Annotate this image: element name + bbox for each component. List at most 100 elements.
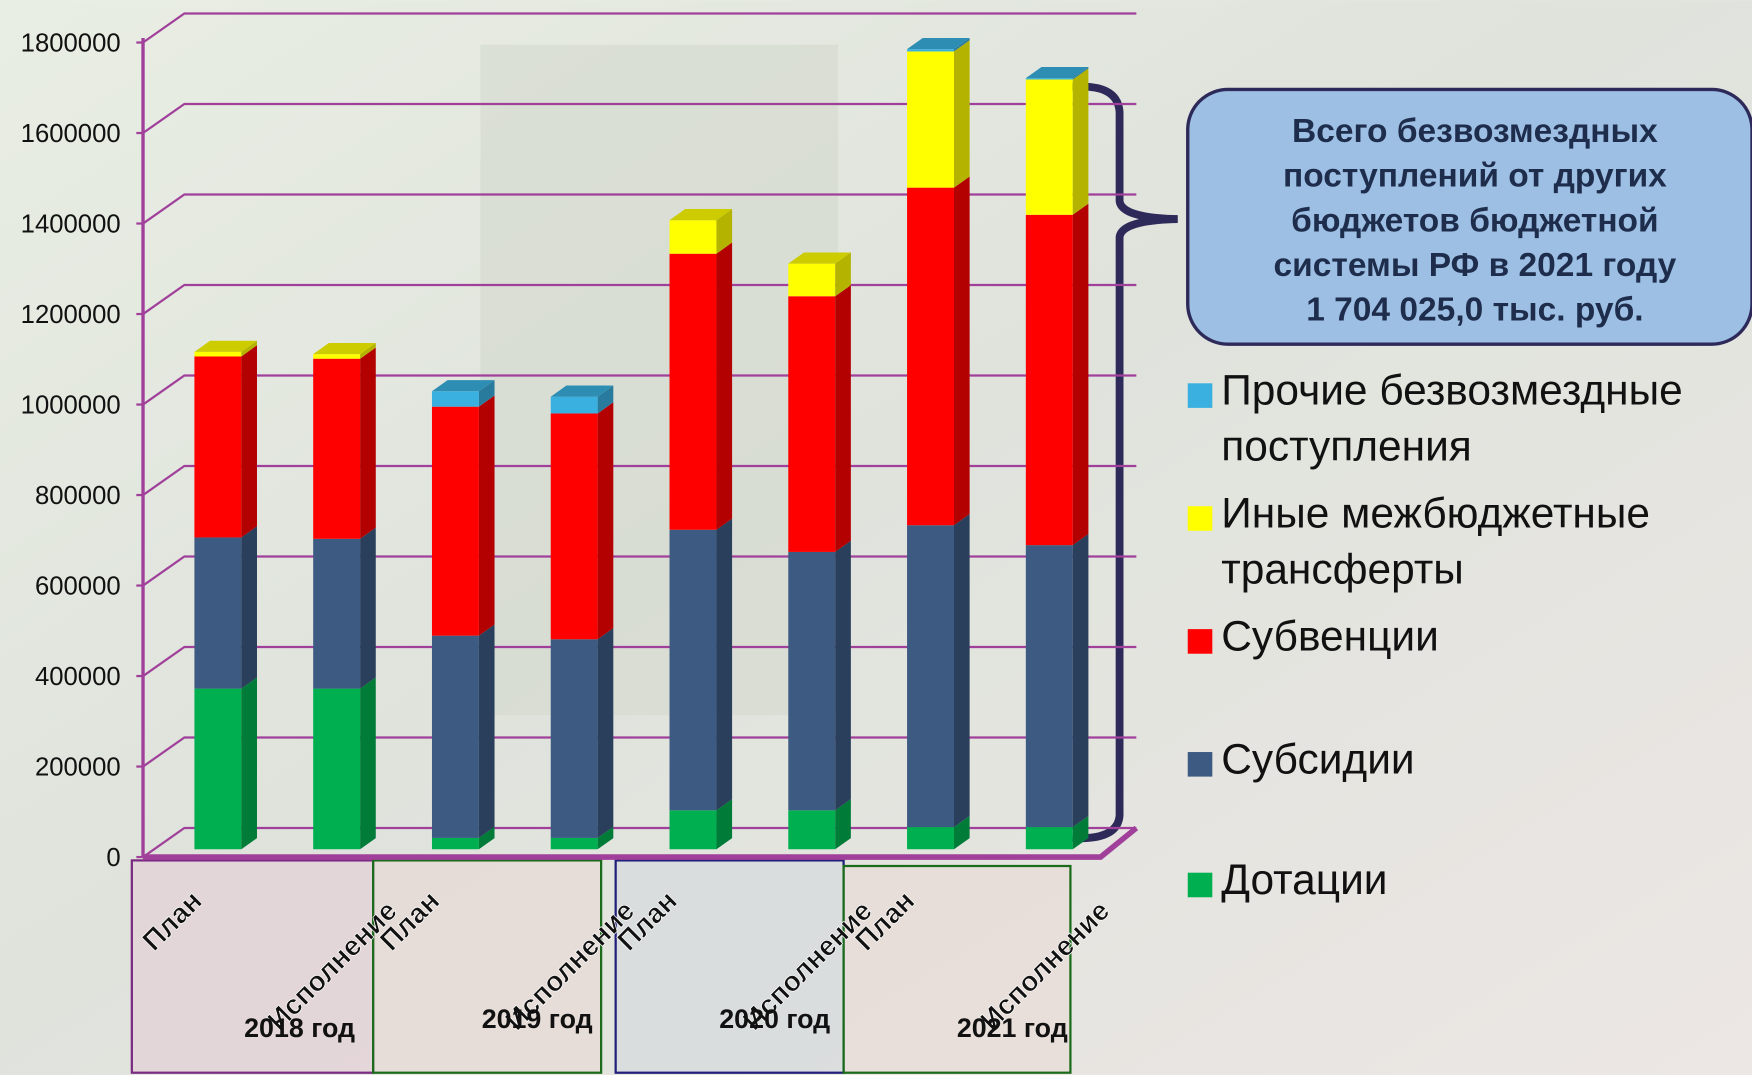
bar-front [907, 188, 954, 526]
bar-front [551, 413, 598, 639]
bar-side [835, 285, 851, 552]
y-tick-label: 1200000 [21, 301, 121, 329]
bar-front [194, 537, 241, 688]
bar-segment [788, 285, 851, 552]
callout-line: системы РФ в 2021 году [1196, 244, 1752, 289]
background-building [480, 45, 838, 715]
bar-side [1073, 204, 1089, 546]
callout-line: бюджетов бюджетной [1196, 199, 1752, 244]
bar-front [551, 838, 598, 849]
legend-label: Субсидии [1221, 732, 1752, 788]
bar-front [907, 49, 954, 51]
legend-swatch [1188, 383, 1213, 408]
legend-swatch [1188, 752, 1213, 777]
legend-item: Прочие безвозмездные поступления [1221, 363, 1752, 486]
bar-front [670, 254, 717, 530]
bar-segment [313, 348, 376, 539]
bar-segment [907, 514, 970, 827]
y-tick-label: 1000000 [21, 391, 121, 419]
group-label: 2018 год [244, 1013, 355, 1043]
bar-front [907, 51, 954, 187]
bar-side [954, 514, 970, 827]
bar-front [313, 689, 360, 850]
bar-segment [313, 528, 376, 689]
bar-segment [194, 526, 257, 688]
bar-side [954, 40, 970, 187]
bar-front [670, 810, 717, 849]
bar-front [194, 689, 241, 850]
callout-line: 1 704 025,0 тыс. руб. [1196, 288, 1752, 333]
bar-segment [1026, 534, 1089, 827]
legend-item: Субвенции [1221, 609, 1752, 732]
bar-front [551, 639, 598, 838]
legend-swatch [1188, 873, 1213, 898]
bar-front [1026, 827, 1073, 849]
bar-segment [194, 677, 257, 849]
legend-swatch [1188, 506, 1213, 531]
y-tick-label: 1400000 [21, 210, 121, 238]
callout-line: Всего безвозмездных [1196, 110, 1752, 155]
y-tick-label: 600000 [35, 572, 121, 600]
bar-front [194, 352, 241, 357]
bar-side [1073, 68, 1089, 214]
group-label: 2020 год [719, 1004, 830, 1034]
bar-side [954, 176, 970, 525]
bar-segment [907, 40, 970, 187]
bar-front [788, 552, 835, 810]
bar-side [598, 628, 614, 838]
bar-segment [670, 243, 733, 530]
group-label: 2021 год [957, 1013, 1068, 1043]
bar-front [194, 356, 241, 537]
bar-segment [551, 402, 614, 639]
bar-front [432, 636, 479, 838]
bar-front [670, 530, 717, 811]
bar-side [1073, 534, 1089, 827]
bar-side [716, 519, 732, 811]
bar-segment [670, 519, 733, 811]
bar-side [479, 395, 495, 635]
bar-front [551, 397, 598, 414]
bar-segment [788, 541, 851, 811]
bar-side [360, 677, 376, 849]
legend-item: Субсидии [1221, 732, 1752, 855]
callout-line: поступлений от других [1196, 154, 1752, 199]
bar-front [1026, 79, 1073, 214]
legend-label: Прочие безвозмездные поступления [1221, 363, 1752, 475]
y-tick-label: 1600000 [21, 120, 121, 148]
bar-front [907, 525, 954, 827]
legend-item: Иные межбюджетные трансферты [1221, 486, 1752, 609]
bar-side [360, 528, 376, 689]
y-tick-label: 800000 [35, 482, 121, 510]
bar-front [788, 264, 835, 297]
y-tick-label: 1800000 [21, 29, 121, 57]
bar-segment [432, 395, 495, 635]
bar-front [1026, 545, 1073, 827]
bar-segment [313, 677, 376, 849]
y-tick-label: 0 [106, 844, 120, 872]
bar-side [360, 348, 376, 539]
bar-front [313, 359, 360, 539]
bar-front [313, 539, 360, 689]
bar-segment [907, 176, 970, 525]
bar-side [835, 541, 851, 811]
bar-front [670, 220, 717, 253]
chart: Всего безвозмездныхпоступлений от других… [0, 0, 1752, 1075]
bar-segment [194, 345, 257, 537]
bar-front [907, 827, 954, 849]
group-label: 2019 год [482, 1004, 593, 1034]
bar-segment [1026, 204, 1089, 546]
legend-label: Иные межбюджетные трансферты [1221, 486, 1752, 598]
bar-side [241, 345, 257, 537]
bar-side [598, 402, 614, 639]
bar-front [313, 354, 360, 359]
bar-front [432, 838, 479, 849]
bar-segment [432, 624, 495, 837]
legend-swatch [1188, 629, 1213, 654]
bar-front [1026, 78, 1073, 79]
bar-front [432, 407, 479, 636]
bar-front [788, 810, 835, 849]
bar-front [1026, 215, 1073, 545]
legend-label: Дотации [1221, 853, 1752, 909]
